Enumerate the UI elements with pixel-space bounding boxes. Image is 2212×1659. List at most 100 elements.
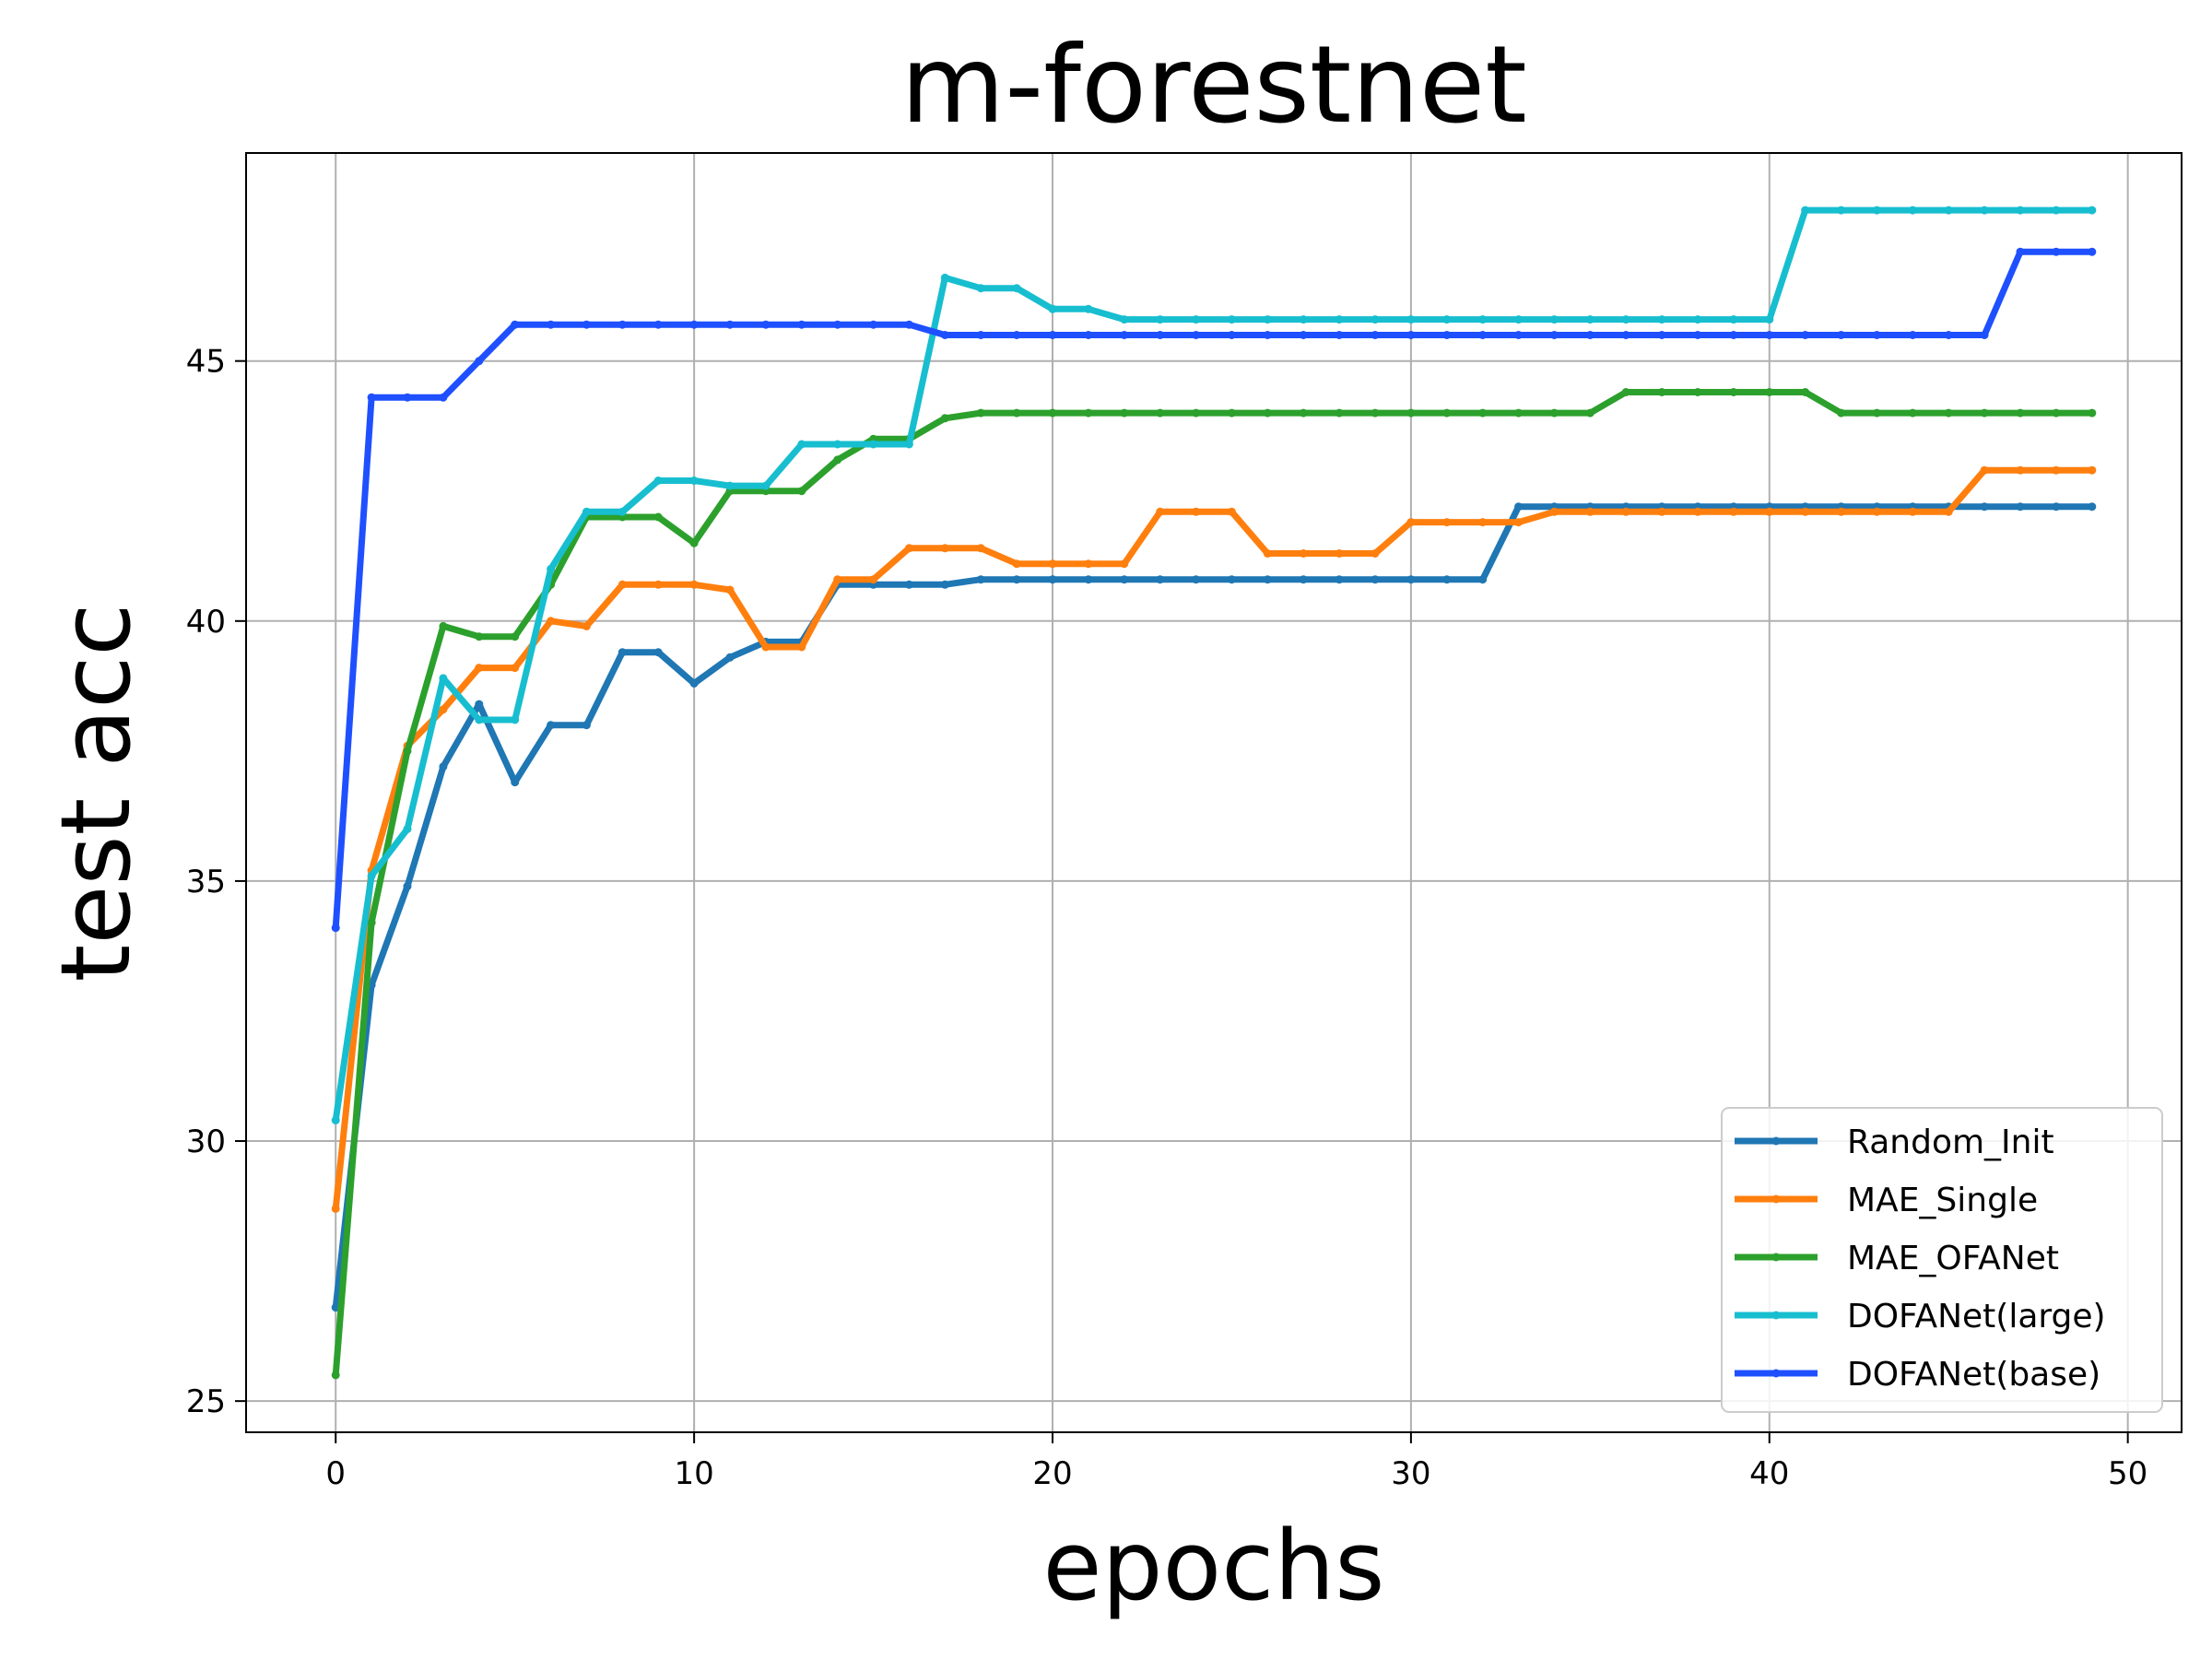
data-point-mae-ofanet	[1729, 388, 1738, 396]
data-point-dofanet-large	[1156, 315, 1165, 324]
data-point-dofanet-base	[403, 393, 412, 402]
data-point-random-init	[1192, 575, 1201, 584]
data-point-mae-ofanet	[1227, 408, 1236, 418]
data-point-dofanet-large	[2052, 206, 2061, 215]
data-point-mae-ofanet	[1012, 408, 1021, 418]
data-point-dofanet-large	[1371, 315, 1380, 324]
data-point-dofanet-base	[439, 393, 448, 402]
data-point-mae-ofanet	[1156, 408, 1165, 418]
legend-label: MAE_Single	[1847, 1182, 2038, 1219]
data-point-mae-ofanet	[403, 747, 412, 756]
data-point-dofanet-large	[1872, 206, 1881, 215]
data-point-random-init	[1299, 575, 1308, 584]
data-point-random-init	[1227, 575, 1236, 584]
data-point-mae-single	[475, 664, 484, 673]
data-point-random-init	[1335, 575, 1344, 584]
data-point-mae-ofanet	[1801, 388, 1810, 396]
y-tick-label: 25	[186, 1383, 226, 1420]
data-point-mae-ofanet	[1549, 408, 1559, 418]
data-point-dofanet-base	[1514, 331, 1524, 339]
data-point-dofanet-large	[1837, 206, 1846, 215]
data-point-mae-single	[1192, 507, 1201, 516]
data-point-mae-single	[1478, 518, 1488, 527]
data-point-random-init	[689, 679, 699, 688]
data-point-dofanet-large	[1478, 315, 1488, 324]
x-tick-label: 50	[2108, 1455, 2147, 1492]
data-point-mae-ofanet	[940, 414, 949, 423]
data-point-dofanet-large	[1980, 206, 1989, 215]
data-point-mae-single	[1084, 559, 1093, 569]
legend-marker	[1771, 1253, 1781, 1262]
data-point-mae-ofanet	[2016, 408, 2025, 418]
data-point-random-init	[582, 721, 591, 730]
legend-marker	[1771, 1136, 1781, 1146]
data-point-dofanet-large	[618, 507, 627, 516]
data-point-random-init	[1442, 575, 1452, 584]
data-point-mae-single	[1693, 507, 1702, 516]
legend-items: Random_Init MAE_Single MAE_OFANet DOFANet(l…	[1735, 1124, 2106, 1394]
data-point-mae-single	[1406, 518, 1416, 527]
data-point-mae-ofanet	[1585, 408, 1594, 418]
data-point-mae-ofanet	[1837, 408, 1846, 418]
data-point-mae-single	[833, 575, 842, 584]
x-tick-label: 30	[1391, 1455, 1430, 1492]
data-point-mae-single	[653, 580, 663, 589]
data-point-dofanet-base	[1872, 331, 1881, 339]
series-line-dofanet-large	[332, 206, 2096, 1124]
data-point-mae-single	[797, 642, 806, 652]
data-point-dofanet-large	[1012, 284, 1021, 293]
data-point-dofanet-large	[1801, 206, 1810, 215]
data-point-mae-ofanet	[1514, 408, 1524, 418]
data-point-mae-single	[1156, 507, 1165, 516]
series-mae-ofanet	[331, 388, 2097, 1380]
data-point-dofanet-base	[1442, 331, 1452, 339]
y-tick-label: 35	[186, 864, 226, 900]
data-point-dofanet-base	[1837, 331, 1846, 339]
series-line-mae-ofanet	[332, 389, 2096, 1379]
data-point-mae-single	[511, 664, 520, 673]
data-point-random-init	[1514, 502, 1524, 512]
data-point-mae-single	[1801, 507, 1810, 516]
legend-marker	[1771, 1369, 1781, 1378]
series-dofanet-large	[331, 206, 2097, 1124]
data-point-dofanet-base	[1227, 331, 1236, 339]
data-point-dofanet-large	[1765, 315, 1774, 324]
data-point-mae-ofanet	[1048, 408, 1057, 418]
data-point-mae-single	[1908, 507, 1917, 516]
series-line-random-init	[332, 503, 2096, 1312]
grid-lines	[246, 153, 2182, 1432]
data-point-dofanet-base	[725, 320, 735, 329]
data-point-mae-single	[1585, 507, 1594, 516]
data-point-mae-single	[1514, 518, 1524, 527]
data-point-dofanet-large	[1227, 315, 1236, 324]
data-point-mae-ofanet	[511, 632, 520, 641]
data-point-mae-ofanet	[833, 455, 842, 465]
data-point-dofanet-base	[1335, 331, 1344, 339]
data-point-random-init	[1156, 575, 1165, 584]
data-point-mae-single	[1729, 507, 1738, 516]
data-point-dofanet-base	[869, 320, 878, 329]
data-point-dofanet-base	[1980, 331, 1989, 339]
data-point-mae-single	[2088, 465, 2097, 475]
data-point-dofanet-base	[331, 924, 340, 933]
data-point-mae-ofanet	[1621, 388, 1630, 396]
data-point-mae-ofanet	[1192, 408, 1201, 418]
data-point-dofanet-base	[1549, 331, 1559, 339]
data-point-random-init	[511, 778, 520, 787]
data-point-dofanet-base	[1657, 331, 1666, 339]
data-point-dofanet-base	[1621, 331, 1630, 339]
data-point-random-init	[1263, 575, 1272, 584]
legend-marker	[1771, 1311, 1781, 1320]
data-point-mae-ofanet	[1299, 408, 1308, 418]
data-point-dofanet-large	[1621, 315, 1630, 324]
data-point-dofanet-base	[1192, 331, 1201, 339]
data-point-mae-single	[689, 580, 699, 589]
data-point-mae-single	[725, 585, 735, 594]
data-point-dofanet-base	[761, 320, 771, 329]
plot-series	[331, 206, 2097, 1380]
data-point-dofanet-large	[1263, 315, 1272, 324]
data-point-random-init	[475, 700, 484, 709]
data-point-dofanet-base	[1765, 331, 1774, 339]
data-point-mae-single	[1299, 549, 1308, 558]
